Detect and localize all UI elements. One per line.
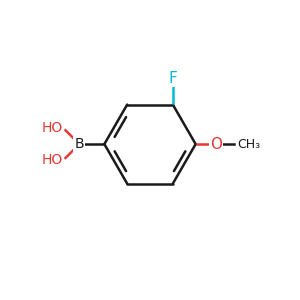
Text: B: B	[74, 137, 84, 151]
Text: O: O	[210, 136, 222, 152]
Text: CH₃: CH₃	[237, 138, 260, 151]
Text: F: F	[168, 70, 177, 86]
Text: HO: HO	[42, 121, 63, 135]
Text: HO: HO	[42, 153, 63, 167]
